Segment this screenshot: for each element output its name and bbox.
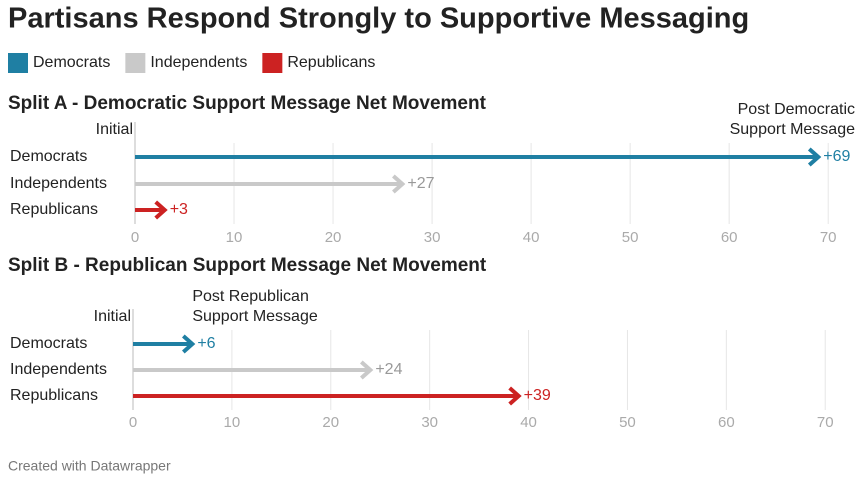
legend-swatch	[125, 53, 146, 73]
x-tick-label: 0	[131, 229, 139, 246]
x-tick-label: 50	[619, 414, 636, 431]
x-tick-label: 50	[622, 229, 639, 246]
category-label: Republicans	[10, 201, 98, 218]
arrow-head	[182, 334, 196, 354]
annotation: Post Democratic Support Message	[730, 101, 856, 138]
arrow-head	[154, 200, 168, 220]
x-tick-label: 60	[721, 229, 738, 246]
legend-label: Independents	[150, 54, 247, 71]
legend-swatch	[262, 53, 283, 73]
value-label: +27	[407, 175, 434, 192]
value-label: +24	[375, 361, 402, 378]
panel-title: Split B - Republican Support Message Net…	[8, 255, 487, 276]
value-label: +69	[823, 148, 850, 165]
annotation-line: Post Republican	[192, 288, 309, 305]
annotation: Initial	[96, 121, 133, 138]
x-tick-label: 30	[421, 414, 438, 431]
x-tick-label: 0	[129, 414, 137, 431]
x-tick-label: 30	[424, 229, 441, 246]
x-tick-label: 10	[226, 229, 243, 246]
x-tick-label: 20	[322, 414, 339, 431]
arrow-head	[807, 147, 822, 167]
annotation-line: Support Message	[192, 308, 318, 325]
arrow-head	[392, 174, 406, 194]
category-label: Democrats	[10, 148, 87, 165]
x-tick-label: 40	[523, 229, 540, 246]
value-label: +6	[197, 335, 215, 352]
chart-title: Partisans Respond Strongly to Supportive…	[8, 3, 749, 35]
x-tick-label: 10	[224, 414, 241, 431]
annotation-line: Support Message	[730, 121, 856, 138]
category-label: Independents	[10, 361, 107, 378]
x-tick-label: 70	[817, 414, 834, 431]
annotation: Initial	[94, 308, 131, 325]
x-tick-label: 40	[520, 414, 537, 431]
category-label: Republicans	[10, 387, 98, 404]
category-label: Independents	[10, 175, 107, 192]
value-label: +3	[170, 201, 188, 218]
x-tick-label: 70	[820, 229, 837, 246]
x-tick-label: 20	[325, 229, 342, 246]
legend-swatch	[8, 53, 28, 73]
footer: Created with Datawrapper	[8, 458, 171, 474]
arrow-head	[508, 386, 522, 406]
legend-label: Democrats	[33, 54, 110, 71]
arrow-head	[360, 360, 374, 380]
panel-title: Split A - Democratic Support Message Net…	[8, 93, 487, 114]
category-label: Democrats	[10, 335, 87, 352]
annotation-line: Post Democratic	[738, 101, 855, 118]
x-tick-label: 60	[718, 414, 735, 431]
legend-label: Republicans	[287, 54, 375, 71]
value-label: +39	[524, 387, 551, 404]
annotation: Post Republican Support Message	[192, 288, 318, 325]
